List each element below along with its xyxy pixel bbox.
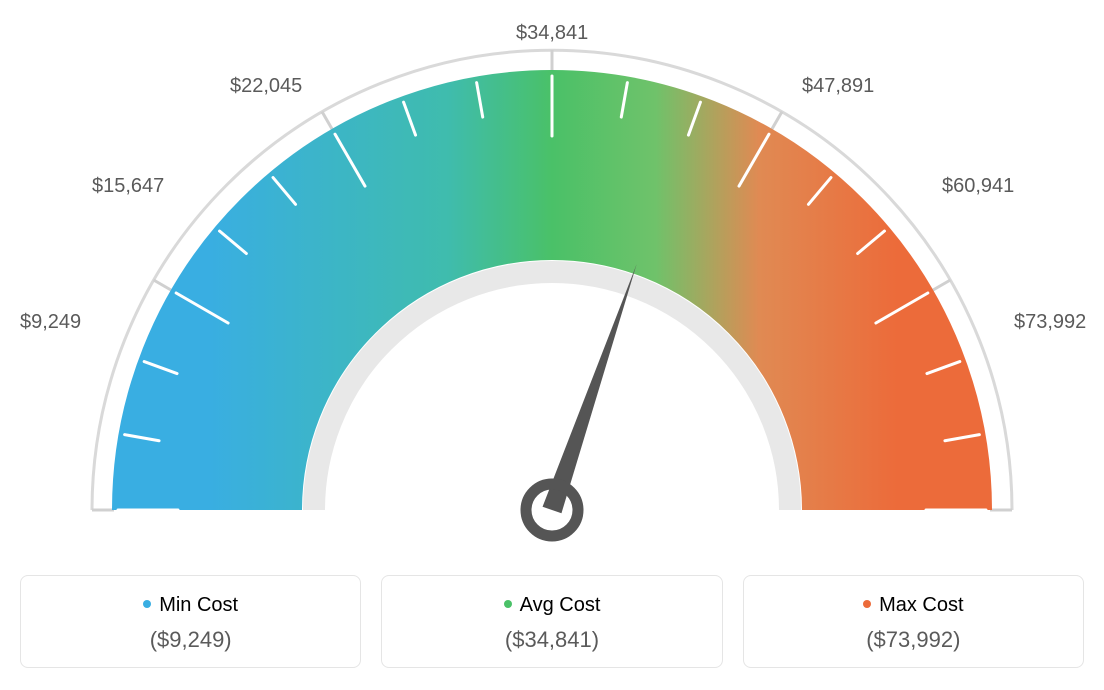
- dot-icon: [504, 600, 512, 608]
- gauge-tick-label: $22,045: [230, 75, 302, 98]
- gauge-tick-label: $15,647: [92, 175, 164, 198]
- gauge-tick-label: $73,992: [1014, 311, 1086, 334]
- gauge-tick-label: $9,249: [20, 311, 81, 334]
- legend-card-avg: Avg Cost ($34,841): [381, 575, 722, 668]
- legend-title-avg: Avg Cost: [392, 594, 711, 617]
- legend-value-min: ($9,249): [31, 627, 350, 653]
- gauge-tick-label: $47,891: [802, 75, 874, 98]
- legend-value-avg: ($34,841): [392, 627, 711, 653]
- legend-card-min: Min Cost ($9,249): [20, 575, 361, 668]
- dot-icon: [143, 600, 151, 608]
- gauge-chart: $9,249 $15,647 $22,045 $34,841 $47,891 $60,94…: [20, 20, 1084, 565]
- dot-icon: [863, 600, 871, 608]
- legend-label-avg: Avg Cost: [520, 594, 601, 616]
- legend-row: Min Cost ($9,249) Avg Cost ($34,841) Max…: [20, 575, 1084, 668]
- legend-title-max: Max Cost: [754, 594, 1073, 617]
- gauge-svg: [20, 20, 1084, 560]
- legend-card-max: Max Cost ($73,992): [743, 575, 1084, 668]
- legend-label-min: Min Cost: [159, 594, 238, 616]
- legend-label-max: Max Cost: [879, 594, 963, 616]
- gauge-tick-label: $60,941: [942, 175, 1014, 198]
- legend-value-max: ($73,992): [754, 627, 1073, 653]
- legend-title-min: Min Cost: [31, 594, 350, 617]
- gauge-tick-label: $34,841: [516, 22, 588, 45]
